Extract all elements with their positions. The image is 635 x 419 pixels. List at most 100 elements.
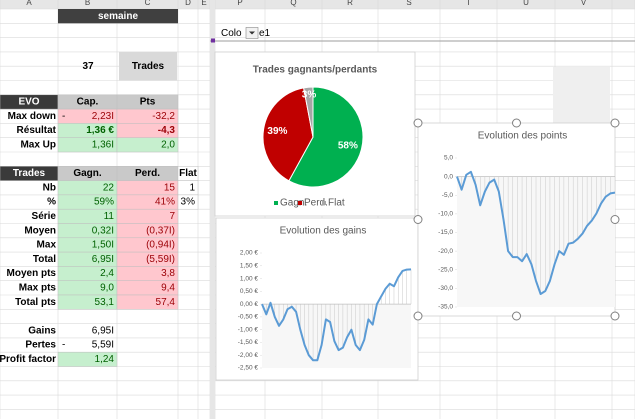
row-label: Résultat: [17, 125, 57, 136]
y-tick-label: -25,0: [438, 266, 453, 273]
field-label: Colo: [221, 28, 242, 39]
plot-shade: [262, 304, 411, 368]
sign-cell: -: [62, 111, 65, 122]
y-tick-label: -1,50 €: [238, 339, 259, 346]
resize-handle[interactable]: [413, 311, 423, 321]
sheet-title: semaine: [98, 11, 138, 22]
value-bg: [177, 180, 199, 196]
legend-swatch: [322, 201, 326, 205]
row-label: Total: [33, 254, 56, 265]
value-cell: 11: [104, 211, 115, 222]
title-bg: [58, 9, 178, 24]
column-letter: D: [185, 0, 191, 7]
column-letter: E: [201, 0, 206, 7]
resize-handle[interactable]: [413, 215, 423, 224]
column-header-bar: [0, 0, 635, 9]
value-cell: 6,95I: [92, 325, 114, 336]
value-cell: -32,2: [152, 111, 175, 122]
value-cell: 57,4: [156, 297, 176, 308]
value-cell: 3,8: [161, 268, 175, 279]
resize-handle[interactable]: [610, 215, 620, 224]
header-cell: Cap.: [77, 97, 99, 108]
column-letter: Q: [290, 0, 296, 7]
pie-slice: [303, 86, 314, 138]
legend-label: Gagn.: [280, 198, 307, 209]
pie-slice: [262, 87, 314, 182]
y-tick-label: -0,50 €: [238, 314, 259, 321]
hidden-chart: [553, 67, 610, 125]
series-line: [456, 170, 616, 295]
value-cell: 22: [103, 182, 115, 193]
y-tick-label: 1,00 €: [240, 275, 258, 282]
chart-title: Evolution des gains: [280, 226, 367, 237]
header-cell: Pts: [140, 97, 156, 108]
trade-count: 37: [82, 61, 94, 72]
value-cell: 0,32I: [92, 225, 114, 236]
y-tick-label: -15,0: [438, 229, 453, 236]
row-label: Série: [32, 211, 57, 222]
value-cell: 5,59I: [92, 340, 114, 351]
resize-handle[interactable]: [512, 311, 521, 321]
chart-title: Evolution des points: [478, 131, 568, 142]
value-cell: 2,4: [100, 268, 114, 279]
y-tick-label: -10,0: [438, 211, 453, 218]
column-letter: R: [347, 0, 353, 7]
header-cell: Gagn.: [73, 168, 102, 179]
chart-title: Trades gagnants/perdants: [253, 65, 378, 76]
dropdown-arrow: [249, 31, 255, 35]
count-label: Trades: [132, 61, 165, 72]
cells: semaine Colo e1 37 Trades EVO Cap. Pts Max down 2…: [0, 9, 271, 367]
row-label: Nb: [43, 182, 56, 193]
legend-label: Flat: [328, 198, 345, 209]
y-tick-label: -30,0: [438, 285, 453, 292]
value-cell: 1,36 €: [86, 125, 114, 136]
row-label: Moyen pts: [7, 268, 57, 279]
resize-handle[interactable]: [610, 311, 620, 321]
legend-swatch: [274, 201, 278, 205]
value-cell: 2,23I: [92, 111, 114, 122]
pane-handle: [211, 38, 215, 43]
y-tick-label: -35,0: [438, 304, 453, 311]
column-letter: V: [581, 0, 587, 7]
y-tick-label: 5,0: [444, 155, 453, 162]
column-letter: A: [26, 0, 32, 7]
value-cell: 1,24: [95, 354, 115, 365]
header-cell: Trades: [13, 168, 46, 179]
count-label-bg: [119, 51, 177, 81]
value-cell: 9,0: [100, 282, 114, 293]
charts: Trades gagnants/perdants 58% 39% 3% Gagn.Per…: [214, 51, 620, 381]
header-cell: Flat: [179, 168, 197, 179]
row-label: Gains: [28, 325, 56, 336]
y-tick-label: -1,00 €: [238, 326, 259, 333]
y-tick-label: -20,0: [438, 248, 453, 255]
resize-handle[interactable]: [610, 118, 620, 128]
pie-slice: [288, 86, 364, 188]
row-label: Total pts: [15, 297, 56, 308]
value-cell: (0,37I): [146, 225, 175, 236]
y-tick-label: 0,00 €: [240, 301, 258, 308]
row-label: Max down: [8, 111, 56, 122]
sign-cell: -: [62, 340, 65, 351]
legend-label: Perd.: [304, 198, 328, 209]
row-label: Max Up: [20, 139, 56, 150]
series-line: [261, 268, 412, 362]
row-label: Moyen: [24, 225, 56, 236]
value-cell: 3%: [181, 197, 196, 208]
value-cell: 53,1: [95, 297, 115, 308]
header-cell: EVO: [18, 97, 39, 108]
value-bg: [57, 351, 118, 367]
resize-handle[interactable]: [413, 118, 423, 128]
row-label: Max pts: [19, 282, 57, 293]
column-letter: C: [145, 0, 151, 7]
y-tick-label: 1,50 €: [240, 262, 258, 269]
y-tick-label: 0,50 €: [240, 288, 258, 295]
y-tick-label: -2,00 €: [238, 352, 259, 359]
y-tick-label: -5,0: [442, 192, 454, 199]
field-label-end: e1: [259, 28, 271, 39]
resize-handle[interactable]: [512, 118, 521, 128]
slice-label: 39%: [267, 126, 287, 137]
value-bg: [116, 294, 179, 310]
y-tick-label: 2,00 €: [240, 250, 258, 257]
